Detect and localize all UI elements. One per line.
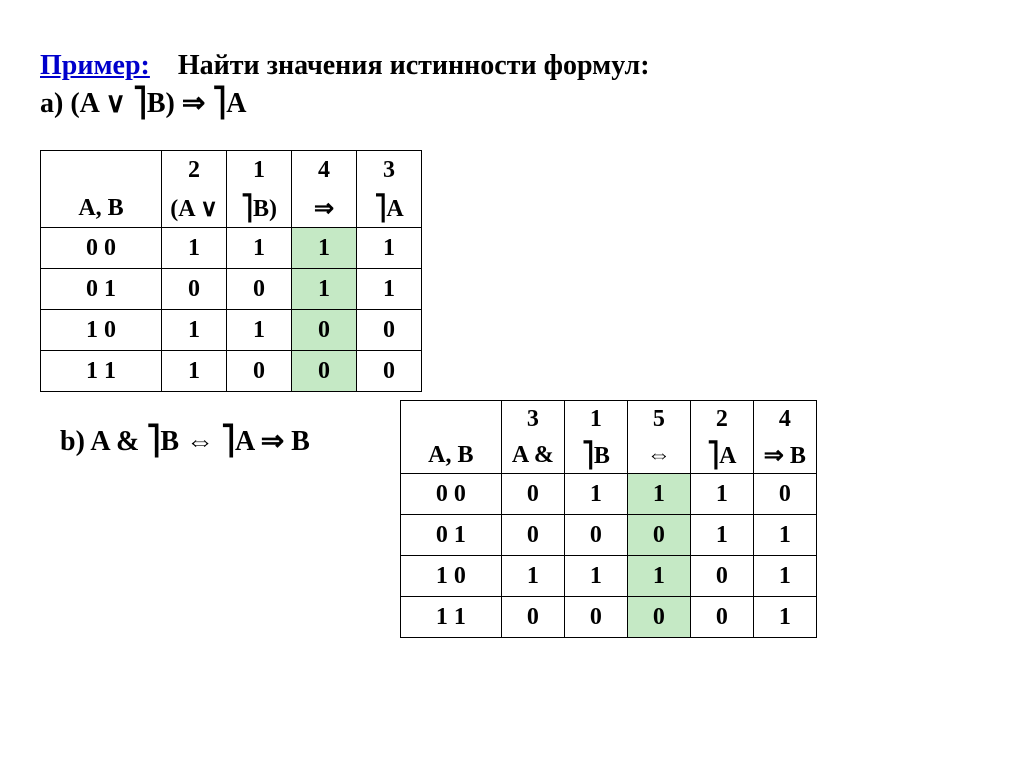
table-header-top: 2 1 4 3 <box>41 151 422 190</box>
td: 0 <box>627 515 690 556</box>
td: 0 0 <box>400 474 501 515</box>
td: 1 <box>627 474 690 515</box>
td: 0 <box>292 351 357 392</box>
td: 1 <box>227 228 292 269</box>
th: ⎤A <box>690 437 753 474</box>
td: 1 1 <box>41 351 162 392</box>
table-header-top: 3 1 5 2 4 <box>400 401 816 438</box>
td: 0 <box>627 597 690 638</box>
truth-table-a: 2 1 4 3 A, B (A ∨ ⎤B) ⇒ ⎤A 0 0 1 1 1 1 0… <box>40 150 422 392</box>
th: 3 <box>357 151 422 190</box>
td: 0 <box>564 597 627 638</box>
th: (A ∨ <box>162 189 227 228</box>
td: 0 1 <box>41 269 162 310</box>
table-row: 1 1 1 0 0 0 <box>41 351 422 392</box>
th: A, B <box>41 189 162 228</box>
th: 4 <box>292 151 357 190</box>
td: 0 <box>227 269 292 310</box>
th <box>41 151 162 190</box>
th: A, B <box>400 437 501 474</box>
td: 0 <box>357 351 422 392</box>
td: 0 <box>162 269 227 310</box>
td: 1 0 <box>400 556 501 597</box>
td: 1 <box>227 310 292 351</box>
th: 5 <box>627 401 690 438</box>
table-header-bottom: A, B A & ⎤B ⇔ ⎤A ⇒ B <box>400 437 816 474</box>
page: Пример: Найти значения истинности формул… <box>0 0 1024 638</box>
formula-a: a) (A ∨ ⎤B) ⇒ ⎤A <box>40 86 984 120</box>
td: 1 <box>753 556 816 597</box>
heading-line: Пример: Найти значения истинности формул… <box>40 50 984 82</box>
td: 0 1 <box>400 515 501 556</box>
td: 0 <box>501 474 564 515</box>
table-header-bottom: A, B (A ∨ ⎤B) ⇒ ⎤A <box>41 189 422 228</box>
td: 1 0 <box>41 310 162 351</box>
td: 1 <box>627 556 690 597</box>
td: 0 <box>501 597 564 638</box>
td: 1 <box>753 515 816 556</box>
td: 1 <box>292 228 357 269</box>
td: 1 <box>292 269 357 310</box>
table-row: 0 1 0 0 0 1 1 <box>400 515 816 556</box>
heading-label: Пример: <box>40 50 150 81</box>
td: 0 <box>564 515 627 556</box>
heading-task: Найти значения истинности формул: <box>178 50 650 81</box>
td: 1 <box>162 351 227 392</box>
td: 0 <box>690 556 753 597</box>
formula-b: b) A & ⎤B ⇔ ⎤A ⇒ B <box>60 424 310 458</box>
td: 1 <box>357 228 422 269</box>
td: 0 <box>753 474 816 515</box>
td: 1 <box>162 228 227 269</box>
th: 2 <box>690 401 753 438</box>
th: ⇒ B <box>753 437 816 474</box>
th: 3 <box>501 401 564 438</box>
td: 1 1 <box>400 597 501 638</box>
table-row: 0 0 0 1 1 1 0 <box>400 474 816 515</box>
th <box>400 401 501 438</box>
th: A & <box>501 437 564 474</box>
th: ⇒ <box>292 189 357 228</box>
table-row: 1 0 1 1 1 0 1 <box>400 556 816 597</box>
td: 1 <box>753 597 816 638</box>
th: ⎤B <box>564 437 627 474</box>
td: 1 <box>357 269 422 310</box>
truth-table-b: 3 1 5 2 4 A, B A & ⎤B ⇔ ⎤A ⇒ B 0 0 0 1 1… <box>400 400 817 638</box>
th: 1 <box>564 401 627 438</box>
table-row: 1 1 0 0 0 0 1 <box>400 597 816 638</box>
td: 1 <box>690 515 753 556</box>
th: 4 <box>753 401 816 438</box>
td: 1 <box>564 474 627 515</box>
td: 0 <box>227 351 292 392</box>
th: ⎤B) <box>227 189 292 228</box>
table-row: 1 0 1 1 0 0 <box>41 310 422 351</box>
td: 1 <box>564 556 627 597</box>
td: 1 <box>690 474 753 515</box>
td: 0 <box>292 310 357 351</box>
td: 0 <box>357 310 422 351</box>
th: ⎤A <box>357 189 422 228</box>
table-row: 0 0 1 1 1 1 <box>41 228 422 269</box>
th: ⇔ <box>627 437 690 474</box>
td: 0 0 <box>41 228 162 269</box>
td: 1 <box>162 310 227 351</box>
th: 1 <box>227 151 292 190</box>
section-b: b) A & ⎤B ⇔ ⎤A ⇒ B 3 1 5 2 4 A, B A & ⎤B… <box>40 392 984 638</box>
table-row: 0 1 0 0 1 1 <box>41 269 422 310</box>
td: 0 <box>501 515 564 556</box>
th: 2 <box>162 151 227 190</box>
td: 1 <box>501 556 564 597</box>
td: 0 <box>690 597 753 638</box>
